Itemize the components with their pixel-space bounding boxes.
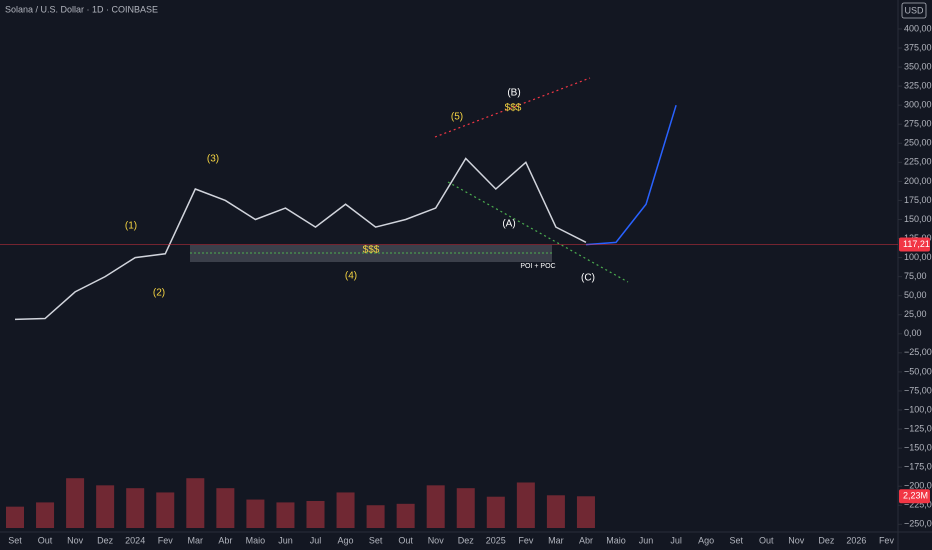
x-tick-label: Fev (518, 535, 534, 545)
y-tick-label: −250,00 (904, 519, 932, 529)
y-tick-label: 50,00 (904, 290, 927, 300)
x-tick-label: Dez (97, 535, 114, 545)
x-tick-label: Set (369, 535, 383, 545)
y-tick-label: 275,00 (904, 119, 932, 129)
y-tick-label: −75,00 (904, 385, 932, 395)
x-tick-label: Jul (310, 535, 322, 545)
annotation: $$$ (505, 103, 522, 114)
x-tick-label: Set (729, 535, 743, 545)
volume-bar (126, 488, 145, 528)
price-line (585, 104, 677, 246)
price-line (14, 157, 587, 321)
annotation: (C) (581, 273, 595, 284)
x-tick-label: 2025 (486, 535, 506, 545)
volume-bar (456, 488, 475, 528)
last-price-box (899, 237, 930, 252)
x-tick-label: Maio (606, 535, 626, 545)
x-tick-label: Nov (428, 535, 445, 545)
volume-bar (396, 503, 415, 528)
x-tick-label: Out (759, 535, 774, 545)
x-tick-label: Ago (338, 535, 354, 545)
annotation: (A) (502, 219, 515, 230)
currency: USD (904, 5, 924, 15)
volume-bar (246, 499, 265, 528)
x-tick-label: Nov (67, 535, 84, 545)
volume-bar (96, 485, 115, 528)
last-volume-box (899, 489, 930, 504)
y-tick-label: −50,00 (904, 366, 932, 376)
x-tick-label: Fev (158, 535, 174, 545)
x-tick-label: Nov (788, 535, 805, 545)
volume-bar (336, 492, 355, 528)
last-price-label: 117,21 (903, 239, 930, 249)
volume-bar (486, 496, 505, 528)
volume-bar (516, 482, 535, 528)
y-tick-label: −175,00 (904, 462, 932, 472)
y-tick-label: 175,00 (904, 195, 932, 205)
volume-bar (276, 502, 295, 528)
annotation: POI + POC (520, 263, 555, 270)
y-tick-label: 225,00 (904, 157, 932, 167)
x-tick-label: Mar (548, 535, 564, 545)
y-tick-label: 250,00 (904, 138, 932, 148)
y-tick-label: 100,00 (904, 252, 932, 262)
x-tick-label: Out (398, 535, 413, 545)
y-tick-label: −25,00 (904, 347, 932, 357)
volume-bar (156, 492, 175, 528)
y-tick-label: 325,00 (904, 80, 932, 90)
x-tick-label: Abr (218, 535, 232, 545)
annotation: (5) (451, 112, 463, 123)
annotation: (1) (125, 221, 137, 232)
volume-bar (6, 506, 24, 528)
volume-bar (216, 488, 235, 528)
support-line (447, 181, 629, 283)
y-tick-label: −225,00 (904, 500, 932, 510)
volume-bar (306, 500, 325, 528)
x-tick-label: Maio (246, 535, 266, 545)
y-tick-label: −150,00 (904, 442, 932, 452)
x-tick-label: 2024 (125, 535, 145, 545)
y-tick-label: −100,00 (904, 404, 932, 414)
annotation: (2) (153, 288, 165, 299)
y-tick-label: −125,00 (904, 423, 932, 433)
x-tick-label: Dez (458, 535, 475, 545)
chart-title: Solana / U.S. Dollar · 1D · COINBASE (5, 4, 158, 14)
volume-bar (36, 502, 55, 528)
x-tick-label: Jul (670, 535, 682, 545)
x-tick-label: Jun (639, 535, 654, 545)
volume-bar (186, 478, 205, 528)
y-tick-label: 25,00 (904, 309, 927, 319)
volume-bar (366, 505, 385, 528)
y-tick-label: 150,00 (904, 214, 932, 224)
x-tick-label: Out (38, 535, 53, 545)
x-tick-label: Mar (188, 535, 204, 545)
volume-bar (426, 485, 445, 528)
annotation: $$$ (363, 245, 380, 256)
annotation: (3) (207, 154, 219, 165)
y-tick-label: 375,00 (904, 42, 932, 52)
x-tick-label: Fev (879, 535, 895, 545)
y-tick-label: 0,00 (904, 328, 922, 338)
x-tick-label: Dez (818, 535, 835, 545)
y-tick-label: 350,00 (904, 61, 932, 71)
x-tick-label: Jun (278, 535, 293, 545)
annotation: (B) (507, 88, 520, 99)
x-tick-label: Set (8, 535, 22, 545)
volume-bar (66, 478, 85, 528)
y-tick-label: 300,00 (904, 100, 932, 110)
x-tick-label: 2026 (846, 535, 866, 545)
volume-bar (546, 495, 565, 528)
y-tick-label: 75,00 (904, 271, 927, 281)
x-tick-label: Ago (698, 535, 714, 545)
volume-bar (576, 496, 595, 528)
annotation: (4) (345, 271, 357, 282)
y-tick-label: −200,00 (904, 481, 932, 491)
x-tick-label: Abr (579, 535, 593, 545)
y-tick-label: 200,00 (904, 176, 932, 186)
y-tick-label: 400,00 (904, 23, 932, 33)
currency-box (901, 2, 927, 19)
last-volume-label: 2,23M (903, 491, 928, 501)
